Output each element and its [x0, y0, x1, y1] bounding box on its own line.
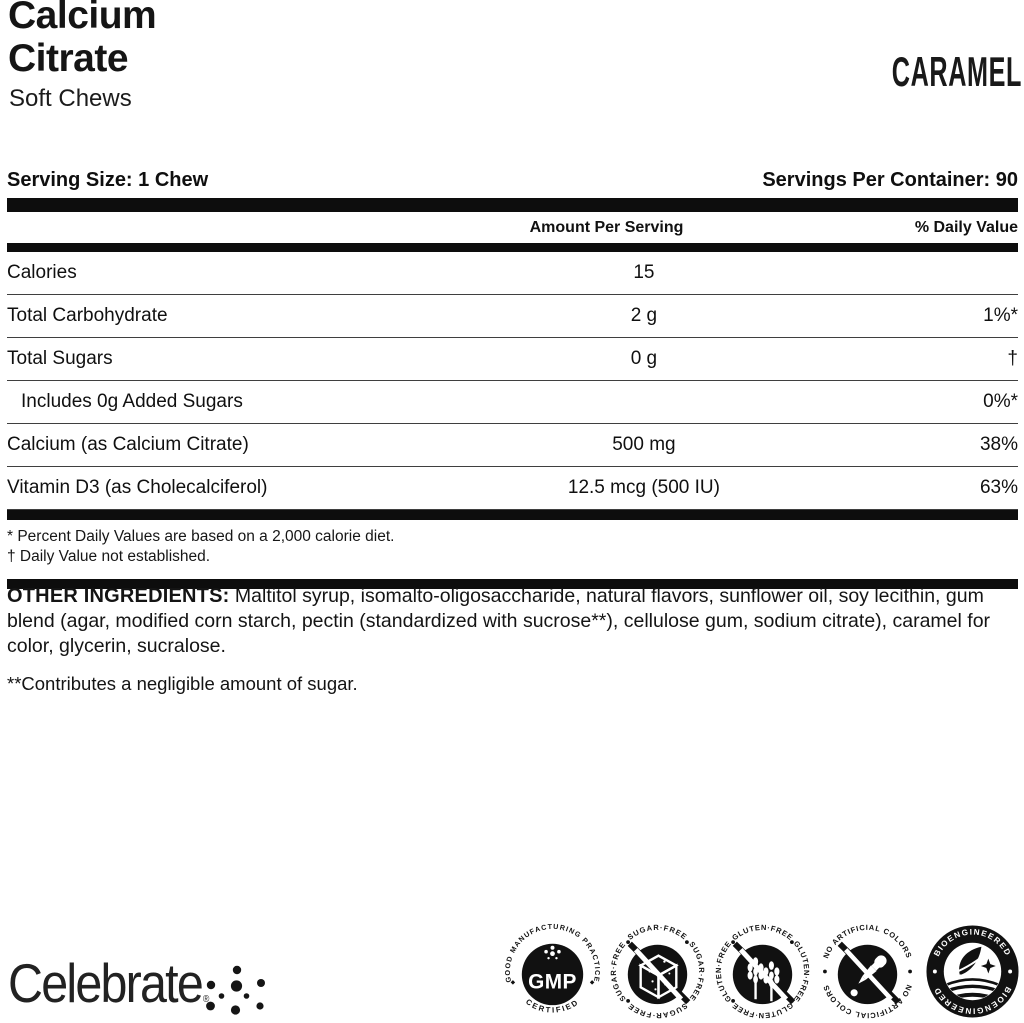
brand-wordmark: Celebrate: [8, 952, 204, 1014]
dot-separators: [823, 969, 912, 974]
nutrient-amount: 15: [633, 262, 655, 283]
registered-trademark-symbol: ®: [202, 994, 210, 1005]
nutrient-name: Includes 0g Added Sugars: [21, 391, 243, 412]
nutrient-row-added-sugars: Includes 0g Added Sugars 0%*: [7, 381, 1018, 424]
gluten-free-arc-left: GLUTEN·FREE: [714, 939, 733, 1004]
svg-text:SUGAR·FREE: SUGAR·FREE: [626, 923, 689, 942]
nutrient-daily-value: 1%*: [983, 305, 1018, 326]
product-name: Calcium Citrate: [8, 0, 157, 80]
nutrient-amount: 500 mg: [612, 434, 676, 455]
nutrient-amount: 0 g: [630, 348, 658, 369]
sugar-free-badge: SUGAR·FREE SUGAR·FREE SUGAR·FREE SUGAR·F…: [609, 923, 706, 1020]
nutrient-row-total-carbohydrate: Total Carbohydrate 2 g 1%*: [7, 295, 1018, 338]
serving-size: Serving Size: 1 Chew: [7, 169, 209, 191]
nutrient-amount: 2 g: [630, 305, 658, 326]
sugar-note: **Contributes a negligible amount of sug…: [7, 673, 358, 694]
no-artificial-colors-badge: NO ARTIFICIAL COLORS NO ARTIFICIAL COLOR…: [821, 923, 913, 1020]
footnotes: * Percent Daily Values are based on a 2,…: [7, 520, 1018, 576]
nutrient-name: Total Carbohydrate: [7, 305, 168, 326]
dot-separators: [932, 969, 1013, 974]
confetti-dots-icon: [544, 945, 561, 960]
column-header-amount: Amount Per Serving: [529, 218, 684, 236]
footnote-daily-values: * Percent Daily Values are based on a 2,…: [7, 528, 395, 545]
nutrient-name: Calcium (as Calcium Citrate): [7, 434, 249, 455]
product-subtitle: Soft Chews: [9, 85, 132, 112]
svg-text:GLUTEN·FREE: GLUTEN·FREE: [730, 923, 795, 942]
nutrient-amount: 12.5 mcg (500 IU): [567, 477, 720, 498]
other-ingredients-section: OTHER INGREDIENTS: Maltitol syrup, isoma…: [7, 584, 1018, 696]
gmp-certified-badge: GMP GOOD MANUFACTURING PRACTICE CERTIFIE…: [504, 923, 600, 1015]
droplet-icon: [850, 989, 858, 997]
gmp-center-text: GMP: [528, 970, 577, 993]
product-name-line1: Calcium: [8, 0, 157, 37]
certification-badges: GMP GOOD MANUFACTURING PRACTICE CERTIFIE…: [503, 922, 1022, 1021]
nutrient-row-total-sugars: Total Sugars 0 g †: [7, 338, 1018, 381]
nutrient-daily-value: †: [1007, 348, 1018, 369]
nutrient-daily-value: 0%*: [983, 391, 1018, 412]
badge-center: [943, 942, 1002, 1001]
divider-thick-bar: [7, 243, 1018, 252]
svg-text:SUGAR·FREE: SUGAR·FREE: [687, 940, 706, 1003]
confetti-dots-icon: [206, 965, 265, 1015]
servings-per-container: Servings Per Container: 90: [762, 169, 1018, 191]
nutrient-row-vitamin-d3: Vitamin D3 (as Cholecalciferol) 12.5 mcg…: [7, 467, 1018, 510]
slash-icon: [633, 948, 684, 1001]
other-ingredients-text: Maltitol syrup, isomalto-oligosaccharide…: [7, 585, 991, 657]
sugar-free-arc-left: SUGAR·FREE: [609, 940, 627, 1003]
flavor-name: CARAMEL: [891, 48, 1022, 95]
other-ingredients-heading: OTHER INGREDIENTS:: [7, 585, 230, 607]
footnote-dagger: † Daily Value not established.: [7, 548, 211, 565]
nutrient-name: Calories: [7, 262, 77, 283]
slash-icon: [844, 948, 893, 1001]
other-ingredients-paragraph: OTHER INGREDIENTS: Maltitol syrup, isoma…: [7, 584, 1018, 659]
nutrition-facts-panel: Serving Size: 1 Chew Servings Per Contai…: [7, 168, 1018, 589]
divider-thick-bar: [7, 579, 1018, 589]
nutrient-name: Vitamin D3 (as Cholecalciferol): [7, 477, 268, 498]
gluten-free-badge: GLUTEN·FREE GLUTEN·FREE GLUTEN·FREE GLUT…: [714, 923, 811, 1020]
gluten-free-arc-top: GLUTEN·FREE: [730, 923, 794, 942]
badge-disc: [521, 943, 584, 1006]
bioengineered-badge: BIOENGINEERED BIOENGINEERED: [926, 925, 1019, 1018]
table-header-row: Amount Per Serving % Daily Value: [7, 212, 1018, 243]
nutrient-row-calories: Calories 15: [7, 252, 1018, 295]
column-header-daily-value: % Daily Value: [914, 218, 1018, 236]
nutrient-daily-value: 38%: [979, 434, 1018, 455]
sugar-free-arc-top: SUGAR·FREE: [626, 923, 688, 942]
dot-separators: [626, 940, 689, 1003]
serving-info-row: Serving Size: 1 Chew Servings Per Contai…: [7, 168, 1018, 192]
svg-text:SUGAR·FREE: SUGAR·FREE: [609, 940, 628, 1003]
sugar-free-arc-right: SUGAR·FREE: [687, 940, 705, 1003]
brand-logo: Celebrate ®: [8, 951, 209, 1015]
product-name-line2: Citrate: [8, 37, 129, 80]
svg-text:GLUTEN·FREE: GLUTEN·FREE: [792, 939, 811, 1004]
nutrient-name: Total Sugars: [7, 348, 113, 369]
nutrient-daily-value: 63%: [979, 477, 1018, 498]
divider-thick-bar: [7, 510, 1018, 520]
dot-separators: [731, 940, 794, 1003]
nutrient-row-calcium: Calcium (as Calcium Citrate) 500 mg 38%: [7, 424, 1018, 467]
slash-icon: [738, 948, 789, 1001]
svg-text:GLUTEN·FREE: GLUTEN·FREE: [714, 939, 733, 1004]
gluten-free-arc-right: GLUTEN·FREE: [792, 939, 811, 1004]
divider-thick-bar: [7, 198, 1018, 212]
